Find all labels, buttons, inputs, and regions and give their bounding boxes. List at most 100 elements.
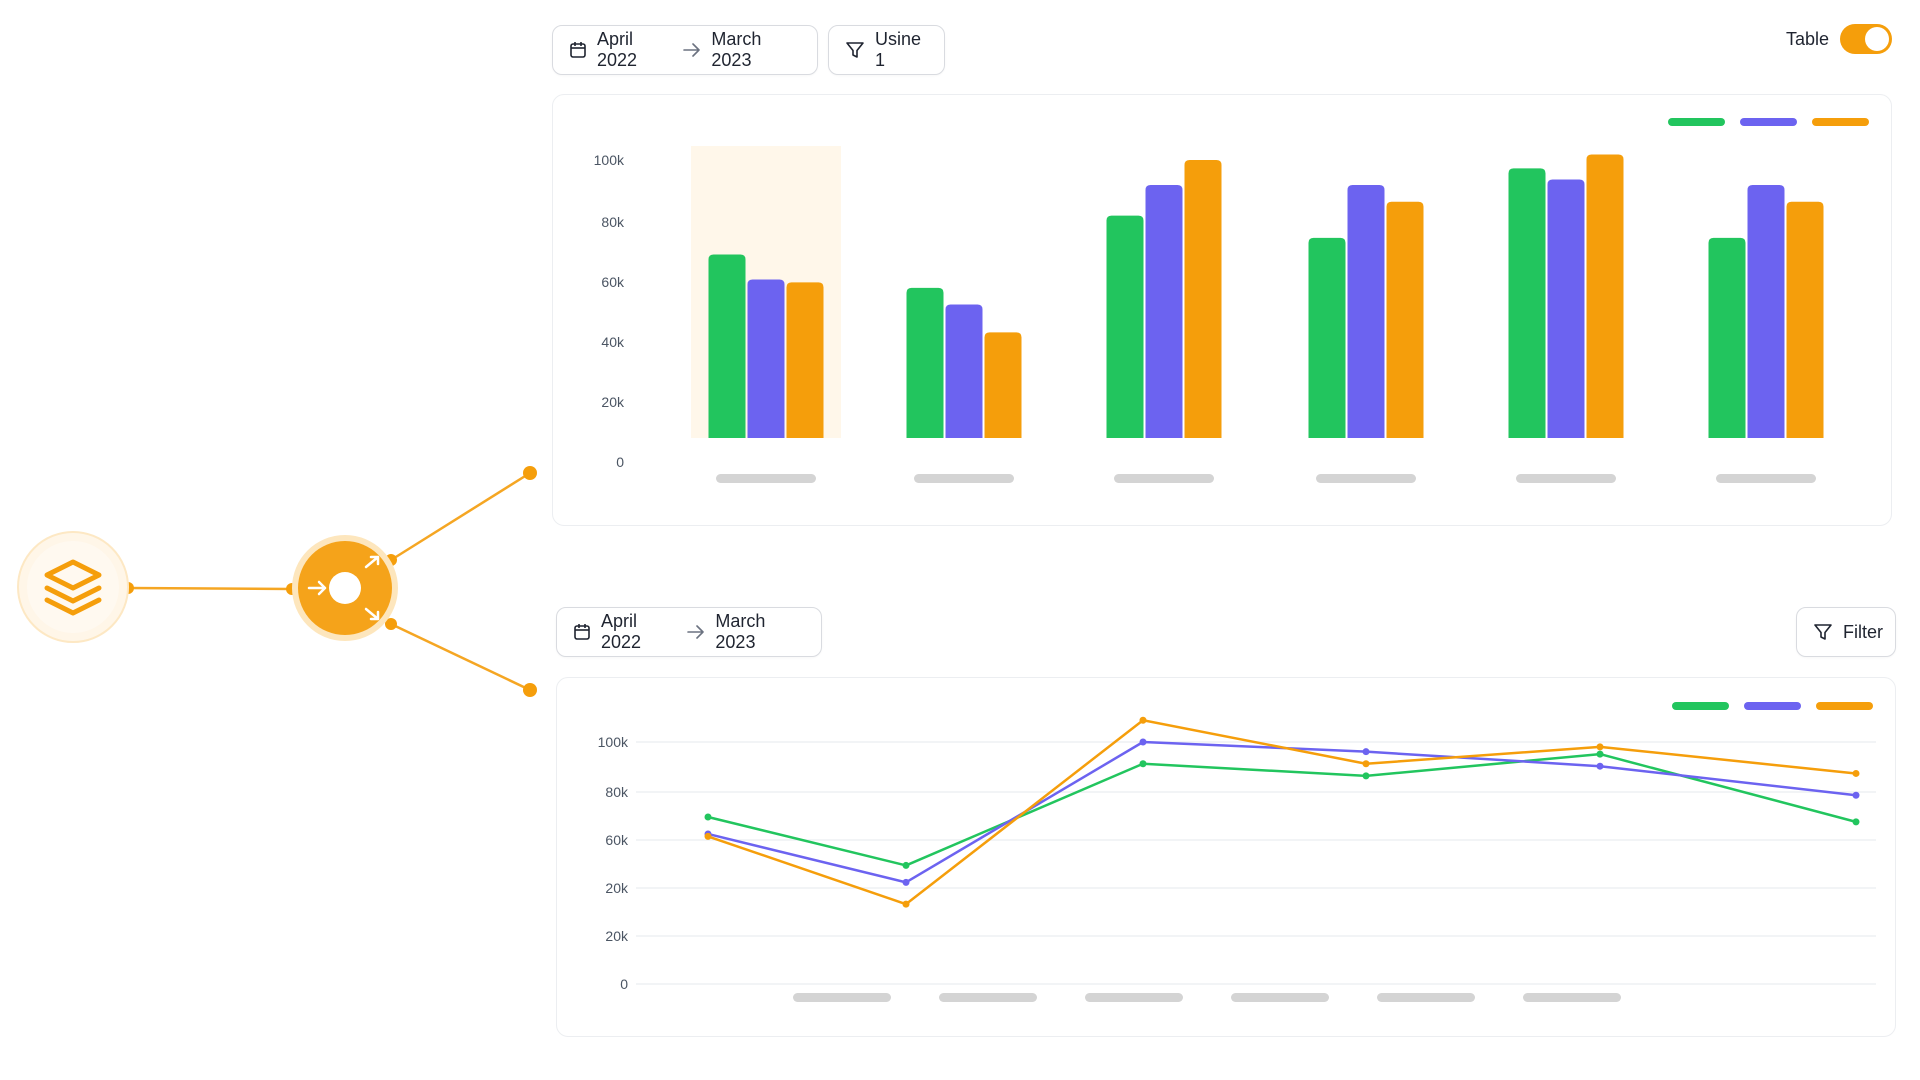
y-tick-label: 40k: [601, 334, 625, 350]
x-label-placeholder: [939, 993, 1037, 1002]
bar[interactable]: [1786, 201, 1824, 438]
connector-hub-bottom: [390, 622, 531, 692]
y-tick-label: 60k: [601, 274, 625, 290]
legend-swatch[interactable]: [1816, 702, 1873, 710]
y-tick-label: 20k: [605, 928, 629, 944]
series-line[interactable]: [707, 740, 1857, 884]
data-point[interactable]: [1852, 818, 1860, 826]
date-range-picker-top[interactable]: April 2022 March 2023: [552, 25, 818, 75]
data-point[interactable]: [1139, 738, 1147, 746]
bar[interactable]: [945, 304, 983, 438]
data-point[interactable]: [1139, 716, 1147, 724]
flow-diagram: [17, 466, 537, 697]
layers-icon: [44, 559, 102, 616]
connector-hub-top: [390, 471, 531, 562]
filter-button-bottom[interactable]: Filter: [1796, 607, 1896, 657]
bar-chart: 0 20k 40k 60k 80k 100k: [594, 118, 1869, 483]
data-point[interactable]: [1596, 743, 1604, 751]
data-point[interactable]: [902, 861, 910, 869]
x-label-placeholder: [1523, 993, 1621, 1002]
connector-endpoint-top[interactable]: [523, 466, 537, 480]
x-label-placeholder: [1316, 474, 1416, 483]
x-label-placeholder: [1085, 993, 1183, 1002]
legend-swatch[interactable]: [1812, 118, 1869, 126]
series-line[interactable]: [707, 718, 1857, 906]
x-label-placeholder: [1231, 993, 1329, 1002]
data-point[interactable]: [1852, 791, 1860, 799]
toggle-knob: [1865, 27, 1889, 51]
source-node[interactable]: [17, 531, 129, 643]
data-point[interactable]: [1852, 769, 1860, 777]
calendar-icon: [570, 42, 586, 58]
x-label-placeholder: [1716, 474, 1816, 483]
y-tick-label: 20k: [605, 880, 629, 896]
arrow-right-icon: [687, 625, 705, 639]
date-start-label: April 2022: [601, 611, 642, 652]
legend-swatch[interactable]: [1740, 118, 1797, 126]
hub-node[interactable]: [292, 535, 398, 641]
bar[interactable]: [1508, 168, 1546, 438]
data-point[interactable]: [902, 900, 910, 908]
bar[interactable]: [1184, 160, 1222, 438]
filter-icon: [846, 42, 864, 58]
connector-dot: [385, 618, 397, 630]
legend-swatch[interactable]: [1744, 702, 1801, 710]
connector-source-hub: [127, 586, 293, 591]
bar[interactable]: [1386, 201, 1424, 438]
y-tick-label: 0: [616, 454, 624, 470]
connector-endpoint-bottom[interactable]: [523, 683, 537, 697]
bar[interactable]: [1708, 237, 1746, 438]
date-start-label: April 2022: [597, 29, 638, 70]
bar[interactable]: [708, 254, 746, 438]
data-point[interactable]: [902, 878, 910, 886]
filter-icon: [1814, 624, 1832, 640]
data-point[interactable]: [1362, 760, 1370, 768]
bar[interactable]: [747, 279, 785, 438]
y-tick-label: 20k: [601, 394, 625, 410]
data-point[interactable]: [704, 813, 712, 821]
data-point[interactable]: [704, 832, 712, 840]
x-label-placeholder: [1114, 474, 1214, 483]
y-tick-label: 80k: [605, 784, 629, 800]
bar[interactable]: [1547, 179, 1585, 438]
filter-label: Usine 1: [875, 29, 922, 70]
arrow-right-icon: [683, 43, 701, 57]
bar[interactable]: [1106, 215, 1144, 438]
date-end-label: March 2023: [711, 29, 762, 70]
y-tick-label: 100k: [594, 152, 625, 168]
line-chart: 0 20k 20k 60k 80k 100k: [598, 702, 1876, 1002]
y-tick-label: 60k: [605, 832, 629, 848]
data-point[interactable]: [1362, 772, 1370, 780]
table-toggle[interactable]: [1840, 24, 1892, 54]
data-point[interactable]: [1362, 748, 1370, 756]
bar[interactable]: [1747, 185, 1785, 438]
bar[interactable]: [1347, 185, 1385, 438]
bar[interactable]: [1586, 154, 1624, 438]
bar[interactable]: [786, 282, 824, 438]
y-tick-label: 0: [620, 976, 628, 992]
table-toggle-label: Table: [1786, 29, 1830, 49]
data-point[interactable]: [1596, 762, 1604, 770]
data-point[interactable]: [1139, 760, 1147, 768]
bar[interactable]: [984, 332, 1022, 438]
x-label-placeholder: [716, 474, 816, 483]
legend-swatch[interactable]: [1672, 702, 1729, 710]
x-label-placeholder: [793, 993, 891, 1002]
date-range-picker-bottom[interactable]: April 2022 March 2023: [556, 607, 822, 657]
x-label-placeholder: [914, 474, 1014, 483]
series-line[interactable]: [707, 752, 1857, 867]
legend-swatch[interactable]: [1668, 118, 1725, 126]
y-tick-label: 80k: [601, 214, 625, 230]
filter-button-top[interactable]: Usine 1: [828, 25, 945, 75]
split-flow-icon: [307, 555, 380, 621]
y-tick-label: 100k: [598, 734, 629, 750]
x-label-placeholder: [1377, 993, 1475, 1002]
calendar-icon: [574, 624, 590, 640]
data-point[interactable]: [1596, 750, 1604, 758]
filter-label: Filter: [1843, 621, 1883, 642]
bar[interactable]: [1145, 185, 1183, 438]
x-label-placeholder: [1516, 474, 1616, 483]
date-end-label: March 2023: [715, 611, 766, 652]
bar[interactable]: [906, 287, 944, 438]
bar[interactable]: [1308, 237, 1346, 438]
